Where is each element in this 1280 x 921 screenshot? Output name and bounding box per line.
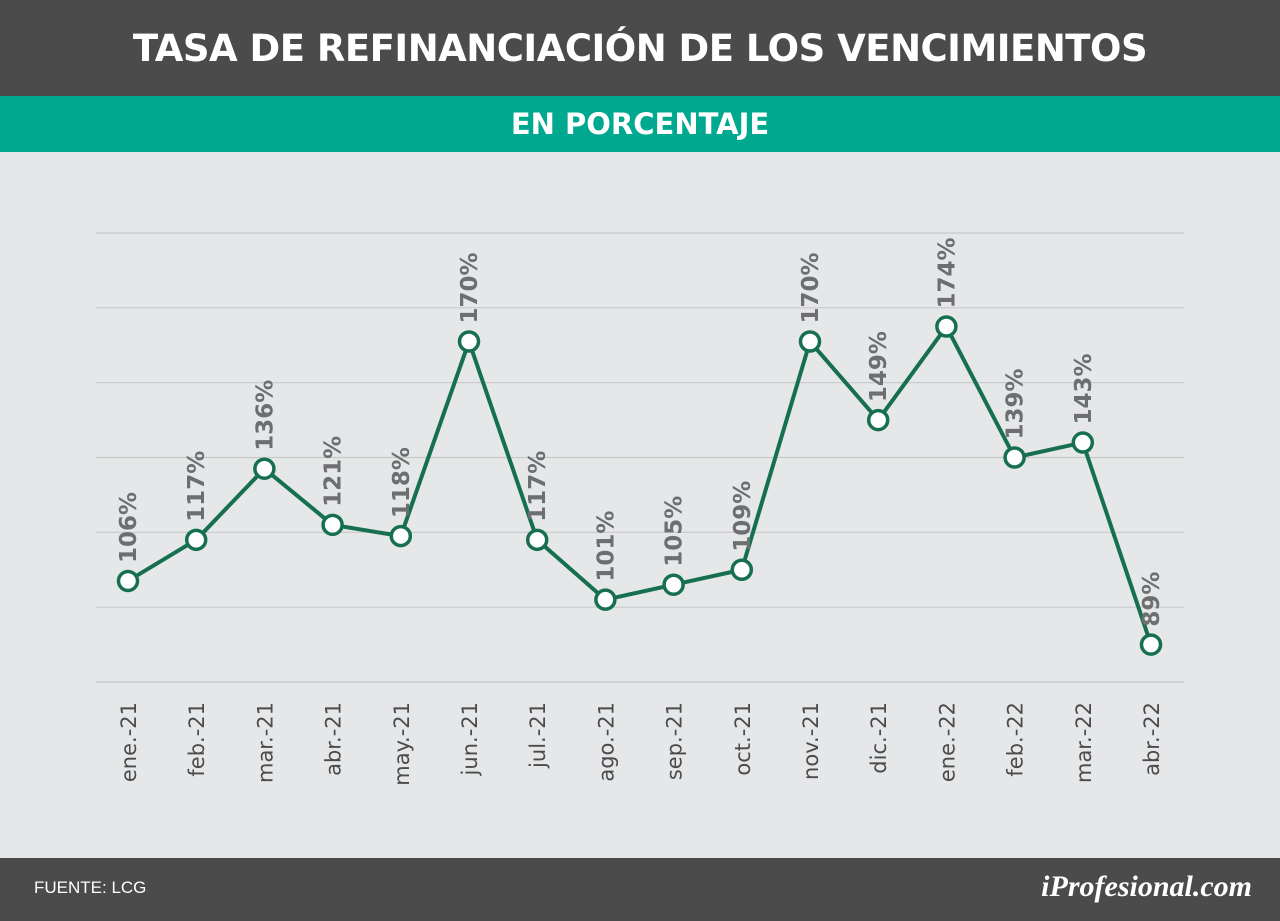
data-point bbox=[116, 569, 140, 593]
x-tick-label: ago.-21 bbox=[594, 702, 618, 782]
x-tick-label: jul.-21 bbox=[526, 702, 550, 769]
data-label: 139% bbox=[1003, 368, 1029, 439]
data-point bbox=[866, 408, 890, 432]
data-label: 109% bbox=[730, 481, 756, 552]
chart-area: 106% 117% 136% 121% 118% 170% 117% 101% 105% 109%… bbox=[0, 152, 1280, 858]
data-point bbox=[457, 330, 481, 353]
data-label: 89% bbox=[1139, 572, 1165, 627]
x-tick-label: jun.-21 bbox=[458, 702, 482, 776]
subtitle-bar: EN PORCENTAJE bbox=[0, 96, 1280, 152]
data-label: 118% bbox=[389, 447, 415, 518]
series-line bbox=[126, 324, 1153, 646]
data-label: 149% bbox=[866, 331, 892, 402]
data-label: 105% bbox=[662, 496, 688, 567]
data-label: 101% bbox=[593, 511, 619, 582]
x-tick-label: mar.-22 bbox=[1072, 702, 1096, 783]
data-point bbox=[253, 457, 276, 480]
data-label: 117% bbox=[184, 451, 210, 522]
x-tick-label: sep.-21 bbox=[663, 702, 687, 780]
data-label: 121% bbox=[321, 436, 347, 507]
x-tick-label: dic.-21 bbox=[867, 702, 891, 774]
x-tick-label: ene.-21 bbox=[117, 702, 141, 782]
data-point bbox=[935, 315, 958, 338]
data-point bbox=[1003, 446, 1026, 469]
data-label: 174% bbox=[934, 237, 960, 308]
data-label: 170% bbox=[798, 252, 824, 323]
x-tick-label: abr.-22 bbox=[1140, 702, 1164, 776]
data-point bbox=[389, 524, 413, 548]
data-label: 136% bbox=[252, 380, 278, 451]
data-point bbox=[321, 513, 344, 537]
x-tick-label: mar.-21 bbox=[253, 702, 277, 783]
title-bar: TASA DE REFINANCIACIÓN DE LOS VENCIMIENT… bbox=[0, 0, 1280, 96]
data-point bbox=[798, 330, 822, 353]
x-tick-label: oct.-21 bbox=[731, 702, 755, 776]
x-tick-label: feb.-21 bbox=[185, 702, 209, 777]
footer: FUENTE: LCG iProfesional.com bbox=[0, 858, 1280, 921]
data-point bbox=[184, 528, 208, 552]
x-tick-label: may.-21 bbox=[390, 702, 414, 786]
data-point bbox=[594, 588, 617, 611]
x-tick-label: abr.-21 bbox=[322, 702, 346, 776]
data-point bbox=[730, 558, 754, 581]
data-label: 117% bbox=[525, 451, 551, 522]
x-tick-label: ene.-22 bbox=[935, 702, 959, 782]
data-label: 170% bbox=[457, 252, 483, 323]
brand-logo: iProfesional.com bbox=[1041, 870, 1252, 903]
data-point bbox=[662, 573, 685, 596]
source-note: FUENTE: LCG bbox=[34, 878, 147, 897]
data-label: 143% bbox=[1071, 353, 1097, 424]
line-chart: 106% 117% 136% 121% 118% 170% 117% 101% 105% 109%… bbox=[96, 232, 1184, 786]
data-point bbox=[1139, 633, 1163, 656]
x-tick-label: nov.-21 bbox=[799, 702, 823, 780]
chart-title: TASA DE REFINANCIACIÓN DE LOS VENCIMIENT… bbox=[132, 26, 1148, 70]
data-label: 106% bbox=[116, 492, 142, 563]
data-point bbox=[1071, 431, 1095, 454]
chart-subtitle: EN PORCENTAJE bbox=[510, 107, 770, 141]
data-point bbox=[525, 528, 549, 552]
x-tick-label: feb.-22 bbox=[1004, 702, 1028, 777]
